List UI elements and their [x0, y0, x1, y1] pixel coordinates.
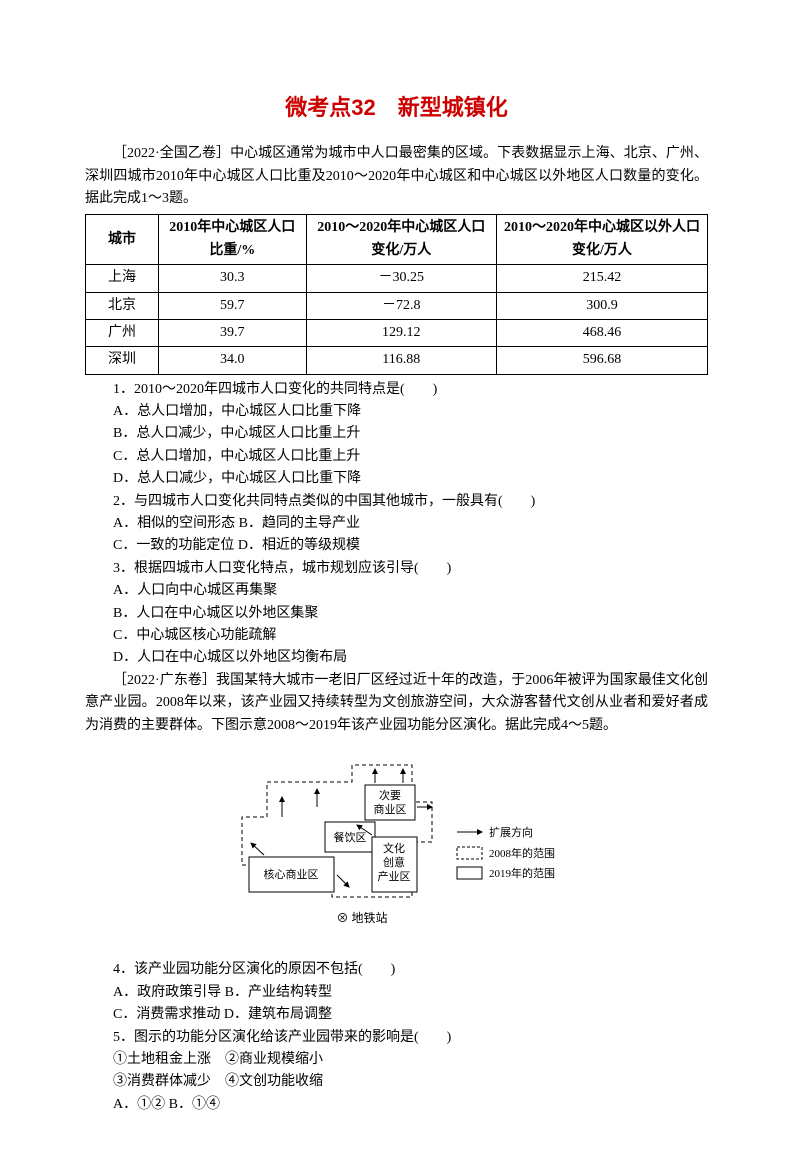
q3-optD: D．人口在中心城区以外地区均衡布局 [85, 647, 708, 669]
cell: －30.25 [306, 265, 496, 292]
cell: 215.42 [497, 265, 708, 292]
zone-catering-label: 餐饮区 [333, 830, 366, 844]
table-row: 北京 59.7 －72.8 300.9 [86, 292, 708, 319]
q3-stem: 3．根据四城市人口变化特点，城市规划应该引导( ) [85, 558, 708, 580]
table-row: 广州 39.7 129.12 468.46 [86, 319, 708, 346]
table-row: 上海 30.3 －30.25 215.42 [86, 265, 708, 292]
cell: 468.46 [497, 319, 708, 346]
col-change-outer: 2010～2020年中心城区以外人口变化/万人 [497, 215, 708, 265]
zone-secondary-label1: 次要 [379, 788, 401, 802]
q1-stem: 1．2010～2020年四城市人口变化的共同特点是( ) [85, 379, 708, 401]
intro-paragraph: ［2022·全国乙卷］中心城区通常为城市中人口最密集的区域。下表数据显示上海、北… [85, 143, 708, 210]
zone-creative-l2: 创意 [383, 855, 405, 869]
table-row: 深圳 34.0 116.88 596.68 [86, 347, 708, 374]
zone-diagram: 核心商业区 餐饮区 次要 商业区 文化 创意 产业区 [207, 747, 587, 947]
legend-2008-icon [457, 847, 482, 859]
cell: 129.12 [306, 319, 496, 346]
col-ratio: 2010年中心城区人口比重/% [159, 215, 307, 265]
q1-optC: C．总人口增加，中心城区人口比重上升 [85, 446, 708, 468]
legend-expand: 扩展方向 [489, 825, 533, 839]
q3-optB: B．人口在中心城区以外地区集聚 [85, 603, 708, 625]
page-title: 微考点32 新型城镇化 [85, 90, 708, 125]
q3-optA: A．人口向中心城区再集聚 [85, 580, 708, 602]
q2-optAB: A．相似的空间形态 B．趋同的主导产业 [85, 513, 708, 535]
q5-stem: 5．图示的功能分区演化给该产业园带来的影响是( ) [85, 1027, 708, 1049]
zone-secondary-label2: 商业区 [373, 802, 406, 816]
legend-2008: 2008年的范围 [489, 846, 555, 860]
q1-optA: A．总人口增加，中心城区人口比重下降 [85, 401, 708, 423]
cell: 广州 [86, 319, 159, 346]
cell: 北京 [86, 292, 159, 319]
table-header-row: 城市 2010年中心城区人口比重/% 2010～2020年中心城区人口变化/万人… [86, 215, 708, 265]
arrow-icon [337, 875, 349, 887]
q5-line2: ③消费群体减少 ④文创功能收缩 [85, 1071, 708, 1093]
cell: 34.0 [159, 347, 307, 374]
q5-optAB: A．①② B．①④ [85, 1094, 708, 1116]
q3-optC: C．中心城区核心功能疏解 [85, 625, 708, 647]
col-city: 城市 [86, 215, 159, 265]
legend-2019-icon [457, 867, 482, 879]
col-change-center: 2010～2020年中心城区人口变化/万人 [306, 215, 496, 265]
q1-optD: D．总人口减少，中心城区人口比重下降 [85, 468, 708, 490]
data-table: 城市 2010年中心城区人口比重/% 2010～2020年中心城区人口变化/万人… [85, 214, 708, 374]
q2-stem: 2．与四城市人口变化共同特点类似的中国其他城市，一般具有( ) [85, 491, 708, 513]
intro2-paragraph: ［2022·广东卷］我国某特大城市一老旧厂区经过近十年的改造，于2006年被评为… [85, 670, 708, 737]
arrow-icon [251, 843, 264, 855]
cell: 59.7 [159, 292, 307, 319]
legend-2019: 2019年的范围 [489, 866, 555, 880]
cell: 30.3 [159, 265, 307, 292]
q1-optB: B．总人口减少，中心城区人口比重上升 [85, 423, 708, 445]
cell: 深圳 [86, 347, 159, 374]
q5-line1: ①土地租金上涨 ②商业规模缩小 [85, 1049, 708, 1071]
cell: 596.68 [497, 347, 708, 374]
zone-creative-l3: 产业区 [377, 869, 410, 883]
cell: 39.7 [159, 319, 307, 346]
q4-optCD: C．消费需求推动 D．建筑布局调整 [85, 1004, 708, 1026]
zone-core-label: 核心商业区 [263, 867, 318, 881]
q2-optCD: C．一致的功能定位 D．相近的等级规模 [85, 535, 708, 557]
q4-optAB: A．政府政策引导 B．产业结构转型 [85, 982, 708, 1004]
q4-stem: 4．该产业园功能分区演化的原因不包括( ) [85, 959, 708, 981]
cell: －72.8 [306, 292, 496, 319]
cell: 300.9 [497, 292, 708, 319]
zone-creative-l1: 文化 [383, 841, 405, 855]
cell: 上海 [86, 265, 159, 292]
diagram-container: 核心商业区 餐饮区 次要 商业区 文化 创意 产业区 [85, 747, 708, 955]
metro-station-label: ⊗ 地铁站 [336, 911, 387, 925]
cell: 116.88 [306, 347, 496, 374]
